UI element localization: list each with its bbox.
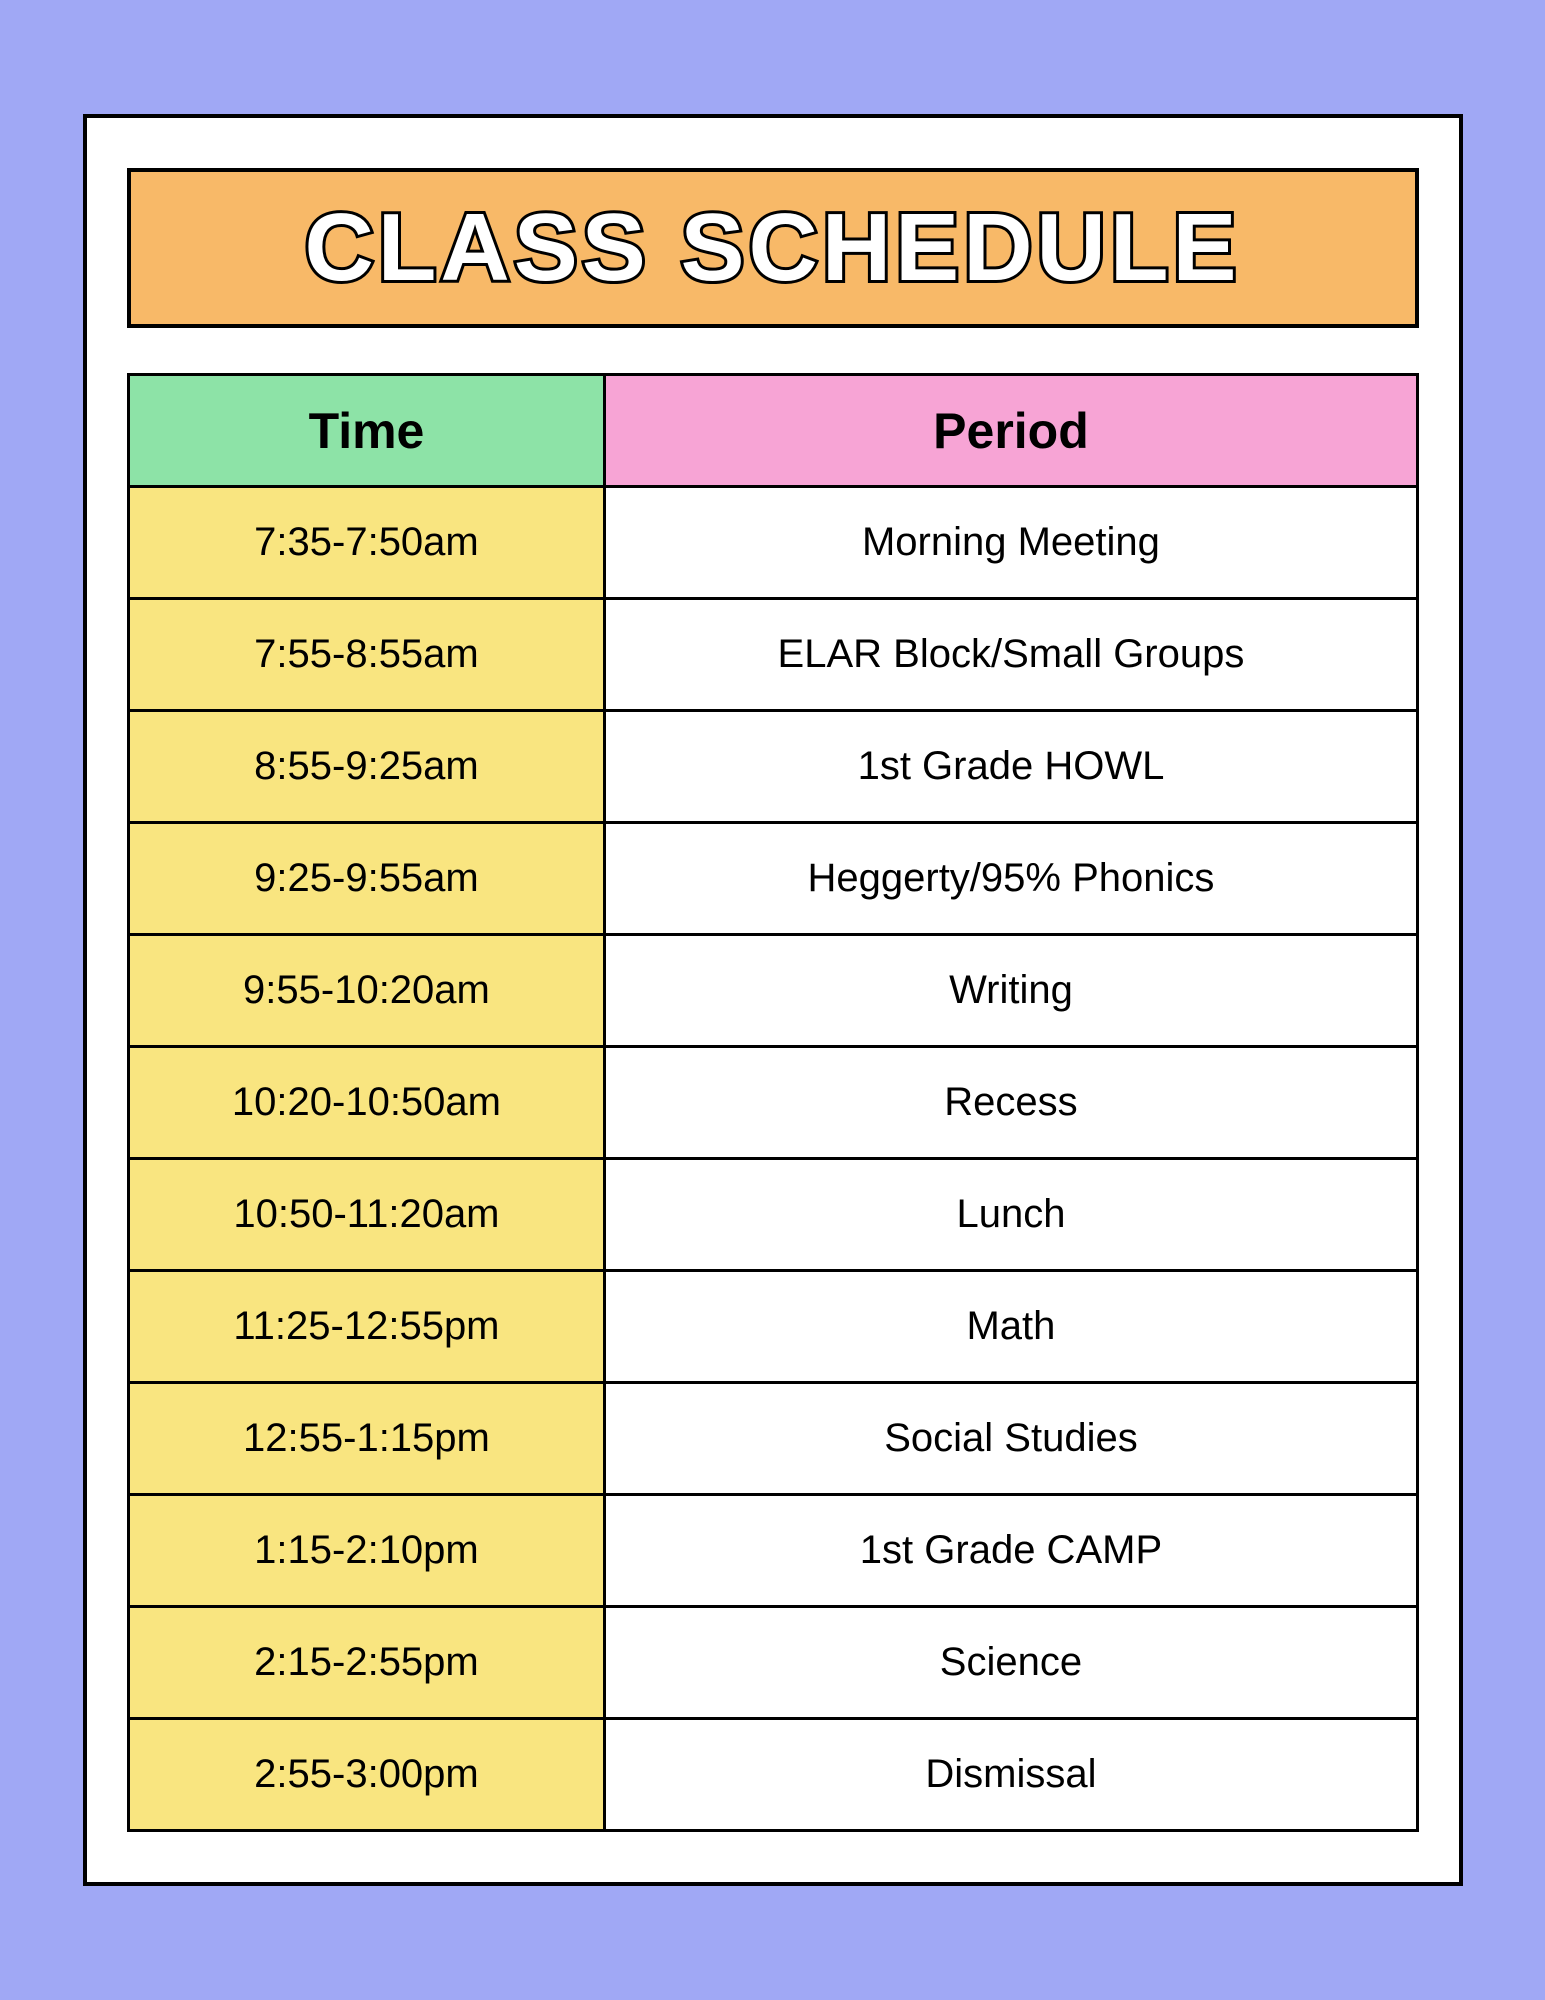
- time-cell: 9:25-9:55am: [128, 823, 605, 935]
- schedule-body: 7:35-7:50am Morning Meeting 7:55-8:55am …: [128, 487, 1417, 1831]
- table-row: 2:55-3:00pm Dismissal: [128, 1719, 1417, 1831]
- table-row: 7:35-7:50am Morning Meeting: [128, 487, 1417, 599]
- time-cell: 8:55-9:25am: [128, 711, 605, 823]
- time-cell: 2:55-3:00pm: [128, 1719, 605, 1831]
- period-cell: Math: [605, 1271, 1417, 1383]
- time-cell: 2:15-2:55pm: [128, 1607, 605, 1719]
- period-cell: Social Studies: [605, 1383, 1417, 1495]
- time-cell: 1:15-2:10pm: [128, 1495, 605, 1607]
- schedule-card: CLASS SCHEDULE Time Period 7:35-7:50am M…: [83, 114, 1463, 1886]
- period-cell: 1st Grade HOWL: [605, 711, 1417, 823]
- period-cell: Recess: [605, 1047, 1417, 1159]
- period-cell: Lunch: [605, 1159, 1417, 1271]
- schedule-table: Time Period 7:35-7:50am Morning Meeting …: [127, 373, 1419, 1832]
- table-row: 7:55-8:55am ELAR Block/Small Groups: [128, 599, 1417, 711]
- time-cell: 7:35-7:50am: [128, 487, 605, 599]
- title-banner: CLASS SCHEDULE: [127, 168, 1419, 328]
- time-column-header: Time: [128, 375, 605, 487]
- period-cell: ELAR Block/Small Groups: [605, 599, 1417, 711]
- table-header-row: Time Period: [128, 375, 1417, 487]
- time-cell: 11:25-12:55pm: [128, 1271, 605, 1383]
- period-cell: Heggerty/95% Phonics: [605, 823, 1417, 935]
- time-cell: 7:55-8:55am: [128, 599, 605, 711]
- time-cell: 10:50-11:20am: [128, 1159, 605, 1271]
- table-row: 9:25-9:55am Heggerty/95% Phonics: [128, 823, 1417, 935]
- period-cell: Writing: [605, 935, 1417, 1047]
- page-title: CLASS SCHEDULE: [151, 200, 1395, 296]
- table-row: 9:55-10:20am Writing: [128, 935, 1417, 1047]
- time-cell: 9:55-10:20am: [128, 935, 605, 1047]
- time-cell: 10:20-10:50am: [128, 1047, 605, 1159]
- period-cell: Dismissal: [605, 1719, 1417, 1831]
- table-row: 11:25-12:55pm Math: [128, 1271, 1417, 1383]
- period-cell: 1st Grade CAMP: [605, 1495, 1417, 1607]
- period-column-header: Period: [605, 375, 1417, 487]
- table-row: 10:20-10:50am Recess: [128, 1047, 1417, 1159]
- time-cell: 12:55-1:15pm: [128, 1383, 605, 1495]
- table-row: 8:55-9:25am 1st Grade HOWL: [128, 711, 1417, 823]
- period-cell: Science: [605, 1607, 1417, 1719]
- table-row: 1:15-2:10pm 1st Grade CAMP: [128, 1495, 1417, 1607]
- period-cell: Morning Meeting: [605, 487, 1417, 599]
- table-row: 10:50-11:20am Lunch: [128, 1159, 1417, 1271]
- table-row: 12:55-1:15pm Social Studies: [128, 1383, 1417, 1495]
- table-row: 2:15-2:55pm Science: [128, 1607, 1417, 1719]
